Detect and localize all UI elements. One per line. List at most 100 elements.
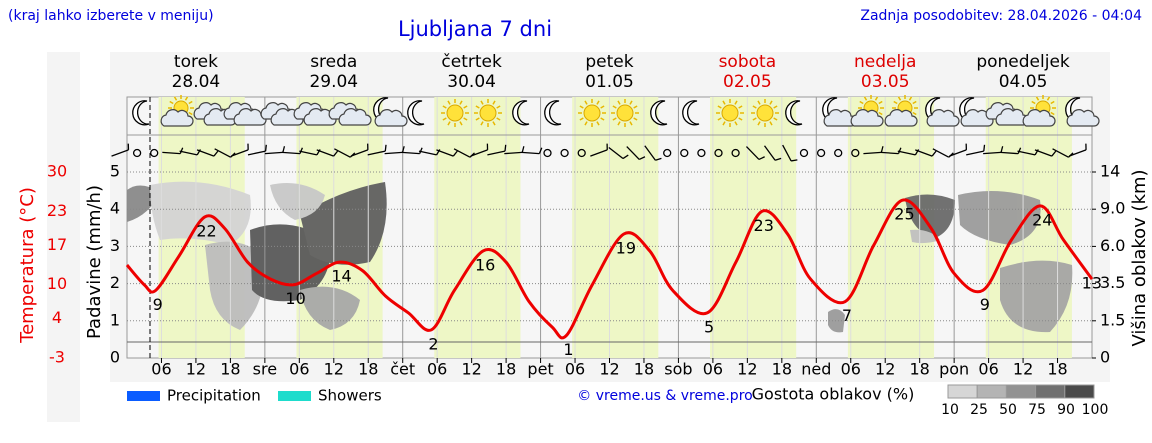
cloud-scale-box (1035, 384, 1066, 399)
cloud (926, 109, 960, 127)
cloud-scale-label: 90 (1057, 402, 1075, 418)
barb-shaft (436, 149, 454, 157)
sun-ray (734, 121, 738, 126)
wind-barb (880, 147, 902, 155)
sun-ray (459, 100, 463, 105)
x-tick-label: 18 (772, 360, 792, 379)
barb-shaft (334, 148, 351, 158)
wind-calm (663, 148, 672, 158)
day-name: petek (585, 52, 633, 72)
sun-ray (859, 100, 864, 105)
moon (512, 100, 530, 126)
wind-calm (834, 148, 843, 158)
wind-barb (367, 144, 387, 156)
day-date: 28.04 (172, 72, 221, 92)
barb-feather (299, 147, 303, 154)
sun-ray (757, 100, 761, 105)
x-tick-label: pet (527, 360, 553, 379)
barb-shaft (1068, 149, 1087, 157)
x-tick-label: 18 (358, 360, 378, 379)
temp-label: 5 (704, 317, 714, 336)
temp-tick-label: 23 (47, 201, 67, 220)
sun-ray (188, 111, 193, 116)
x-tick-label: sre (253, 360, 277, 379)
wind-calm (577, 148, 586, 158)
sun-ray (738, 117, 743, 121)
barb-feather (655, 157, 662, 161)
sun-ray (492, 121, 496, 126)
wind-barb (966, 144, 986, 156)
y2-tick-label: 3.5 (1100, 273, 1125, 292)
sun-ray (633, 117, 638, 121)
wind-barb (281, 147, 303, 155)
barb-feather (758, 156, 765, 161)
day-name: sobota (719, 52, 777, 72)
x-tick-label: sob (664, 360, 692, 379)
sun-ray (617, 121, 621, 126)
barb-feather (384, 144, 387, 152)
barb-feather (282, 146, 286, 153)
wind-barb (470, 143, 489, 157)
barb-feather (452, 150, 458, 157)
sun-ray (492, 100, 496, 105)
temp-tick-label: 10 (47, 274, 67, 293)
x-tick-label: 06 (289, 360, 309, 379)
wind-calm (560, 148, 569, 158)
barb-feather (1051, 150, 1057, 157)
barb-shaft (644, 145, 656, 161)
barb-shaft (196, 149, 215, 157)
day-date: 01.05 (585, 72, 634, 92)
sun-ray (874, 96, 879, 101)
barb-feather (419, 147, 423, 154)
temp-label: 19 (616, 239, 636, 258)
sun (446, 104, 464, 122)
wind-barb (949, 143, 968, 157)
temperature-line (125, 198, 1094, 340)
wind-barb (1000, 147, 1022, 155)
barb-feather (521, 146, 525, 153)
sun-ray (722, 100, 726, 105)
y-tick-label: 2 (110, 273, 120, 292)
y-tick-label: 4 (110, 199, 120, 218)
barb-shaft (590, 149, 608, 157)
sun-ray (769, 121, 773, 126)
sun (721, 104, 739, 122)
barb-feather (538, 147, 543, 154)
wind-calm (714, 148, 723, 158)
moon (407, 100, 425, 126)
wind-calm (816, 148, 826, 158)
day-name: sreda (310, 52, 357, 72)
barb-shaft (863, 151, 882, 155)
cloud-scale-label: 50 (999, 402, 1017, 418)
wind-barb (983, 146, 1004, 155)
sun-ray (1046, 96, 1051, 101)
sun-ray (442, 105, 447, 109)
day-date: 29.04 (309, 72, 358, 92)
x-tick-label: 06 (978, 360, 998, 379)
sun-ray (584, 100, 588, 105)
legend-swatch (127, 391, 160, 401)
legend-swatch (278, 391, 311, 401)
page-title: Ljubljana 7 dni (398, 17, 552, 41)
daylight-band (572, 97, 659, 358)
y2-tick-label: 0 (1100, 348, 1110, 367)
barb-feather (333, 150, 339, 157)
temp-label: 25 (894, 205, 914, 224)
barb-shaft (949, 149, 967, 157)
temp-label: 24 (1032, 210, 1052, 229)
wind-barb (745, 146, 765, 161)
day-date: 30.04 (447, 72, 496, 92)
cloud (960, 109, 994, 127)
sun-ray (893, 100, 898, 105)
temp-label: 2 (428, 334, 438, 353)
wind-barb (782, 144, 798, 162)
daylight-band (434, 97, 521, 358)
x-tick-label: 18 (634, 360, 654, 379)
x-tick-label: 06 (151, 360, 171, 379)
barb-feather (1017, 147, 1022, 154)
sun-ray (738, 105, 743, 109)
barb-shaft (453, 148, 471, 158)
barb-feather (931, 150, 937, 157)
sun-ray (188, 100, 193, 105)
